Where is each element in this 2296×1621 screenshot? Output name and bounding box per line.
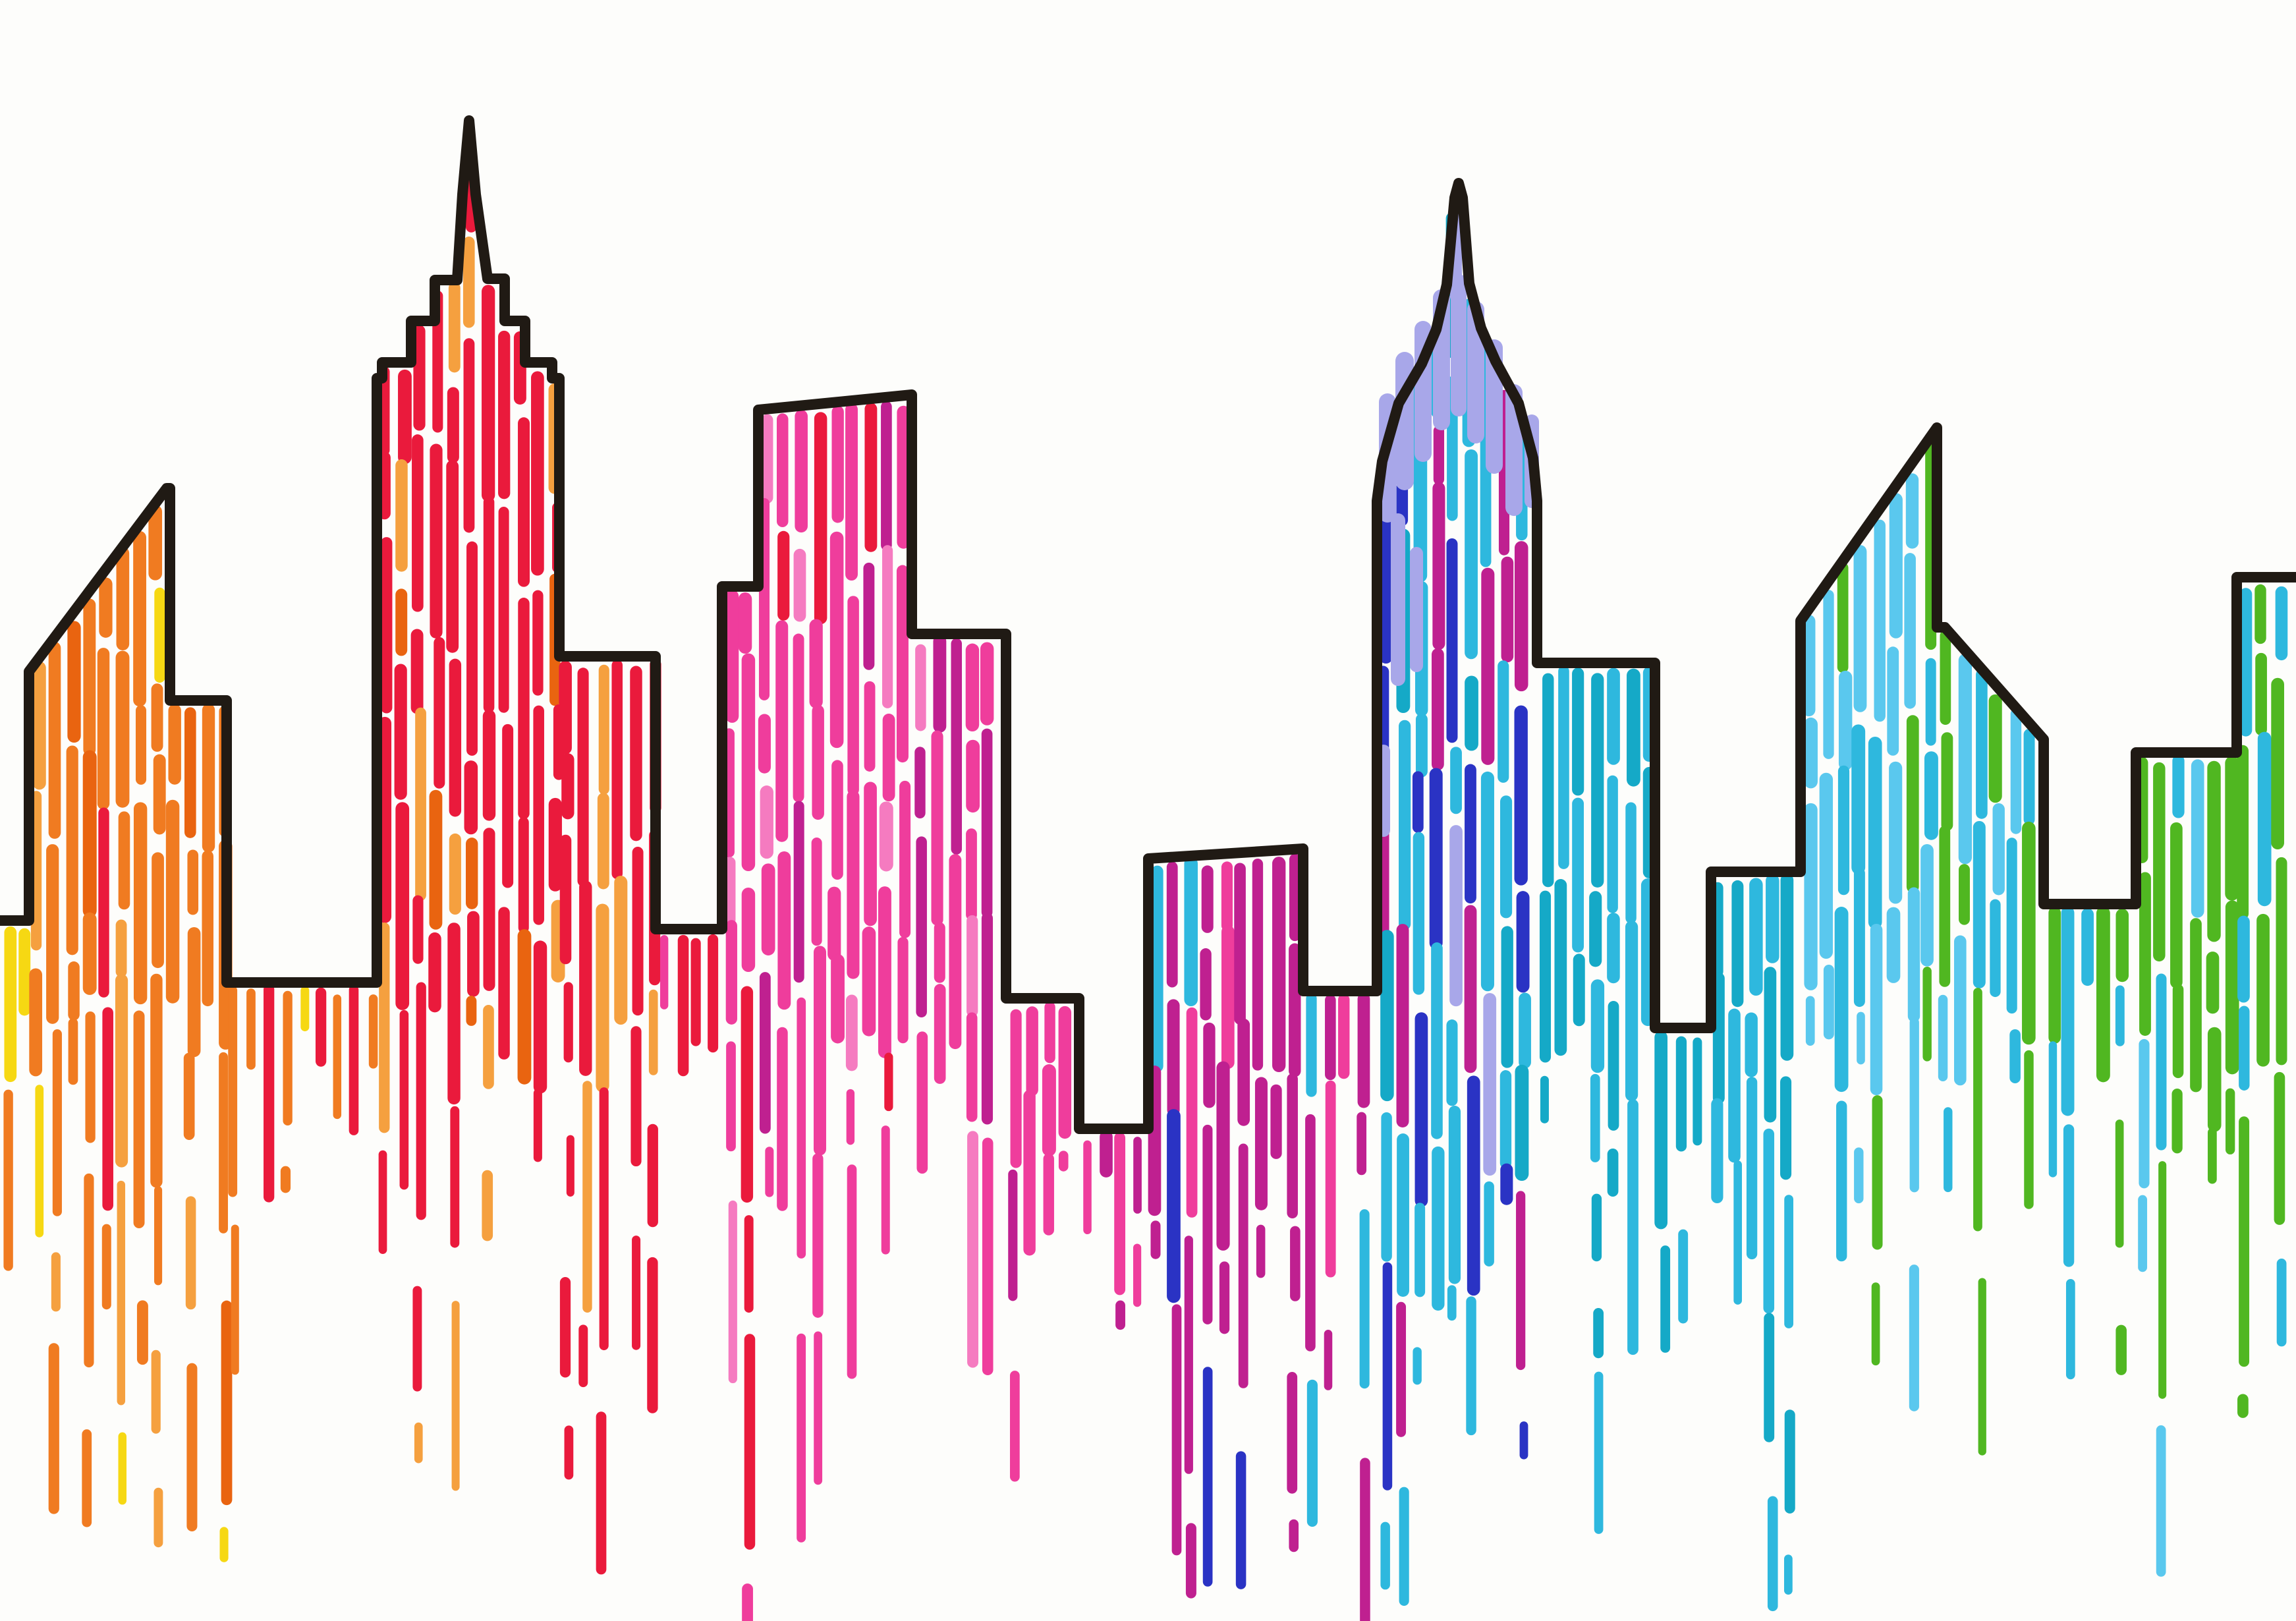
skyline-silhouette-outline	[0, 115, 2296, 1134]
marker-drip-strokes	[3, 150, 2288, 1621]
